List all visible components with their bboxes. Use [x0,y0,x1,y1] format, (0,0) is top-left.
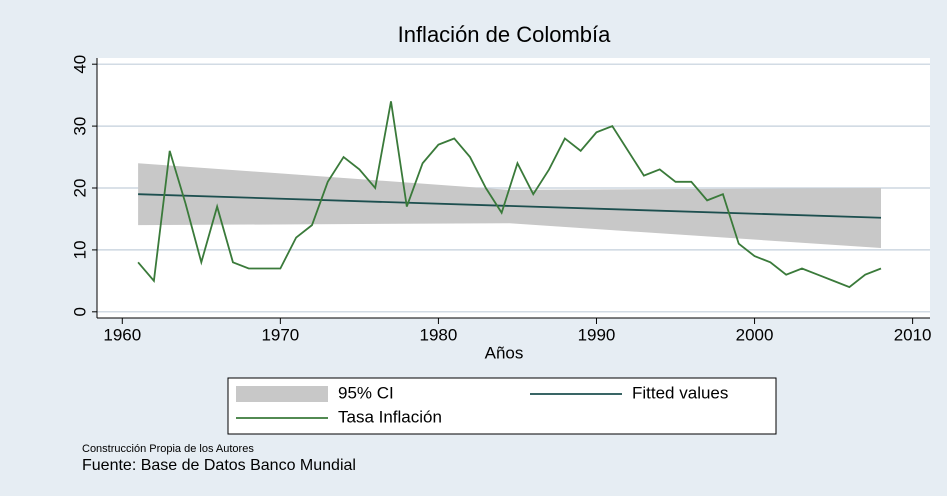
series-line [138,193,882,219]
y-tick-label: 40 [70,55,89,74]
y-tick-label: 0 [70,307,89,316]
legend-swatch [236,386,328,402]
note: Fuente: Base de Datos Banco Mundial [82,457,356,474]
x-tick-label: 2000 [736,325,774,344]
note: Construcción Propia de los Autores [82,443,254,455]
x-tick-label: 1980 [420,325,458,344]
x-tick-label: 1990 [578,325,616,344]
y-tick-label: 20 [70,179,89,198]
x-tick-label: 2010 [894,325,932,344]
series-line [137,101,882,289]
chart-title: Inflación de Colombía [398,22,612,47]
x-tick-label: 1960 [103,325,141,344]
legend-label: Fitted values [632,383,728,402]
legend-label: 95% CI [338,383,394,402]
x-axis-label: Años [485,343,524,362]
x-tick-label: 1970 [261,325,299,344]
y-tick-label: 30 [70,117,89,136]
y-tick-label: 10 [70,240,89,259]
legend-label: Tasa Inflación [338,407,442,426]
